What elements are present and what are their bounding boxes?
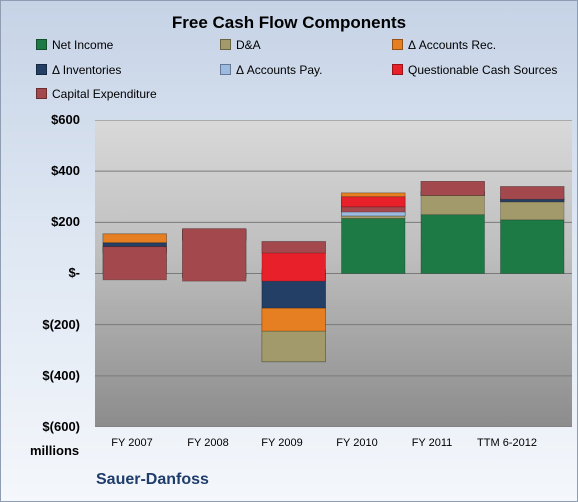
legend-item-accounts-pay: Δ Accounts Pay. — [220, 63, 323, 77]
bar-segment — [261, 307, 326, 332]
legend-swatch — [392, 39, 403, 50]
y-tick-label: $200 — [51, 214, 80, 229]
company-name: Sauer-Danfoss — [96, 471, 209, 488]
y-tick-label: $(400) — [42, 368, 80, 383]
legend-swatch — [220, 39, 231, 50]
bar-segment — [182, 228, 247, 282]
chart-title: Free Cash Flow Components — [171, 13, 407, 32]
y-tick-label: $400 — [51, 163, 80, 178]
legend-item-capex: Capital Expenditure — [36, 87, 157, 101]
legend-label: Δ Accounts Pay. — [236, 63, 323, 77]
legend-item-accounts-rec: Δ Accounts Rec. — [392, 38, 496, 52]
x-tick-label: FY 2009 — [261, 437, 303, 449]
bar-segment — [341, 196, 406, 208]
legend-item-inventories: Δ Inventories — [36, 63, 121, 77]
units-label: millions — [30, 443, 80, 458]
bar-segment — [341, 218, 406, 274]
x-tick-label: FY 2010 — [336, 437, 378, 449]
legend-label: Capital Expenditure — [52, 87, 157, 101]
legend-label: Δ Inventories — [52, 63, 122, 77]
legend-item-questionable: Questionable Cash Sources — [392, 63, 557, 77]
bar-segment — [500, 186, 565, 200]
legend-swatch — [36, 88, 47, 99]
legend-label: Questionable Cash Sources — [408, 63, 558, 77]
legend-label: Net Income — [52, 38, 114, 52]
bar-segment — [261, 241, 326, 254]
legend-swatch — [220, 64, 231, 75]
bar-segment — [261, 330, 326, 363]
bar-segment — [102, 233, 167, 244]
bar-segment — [500, 219, 565, 274]
x-tick-label: FY 2007 — [111, 437, 153, 449]
legend-item-net-income: Net Income — [36, 38, 113, 52]
legend-swatch — [36, 64, 47, 75]
y-tick-label: $(600) — [42, 419, 80, 434]
bar-segment — [420, 214, 485, 274]
x-tick-label: FY 2011 — [411, 437, 453, 449]
chart-svg — [95, 120, 572, 427]
bar-segment — [102, 246, 167, 281]
x-tick-label: FY 2008 — [187, 437, 229, 449]
legend-swatch — [36, 39, 47, 50]
bar-segment — [420, 181, 485, 196]
legend-label: Δ Accounts Rec. — [408, 38, 497, 52]
x-tick-label: TTM 6-2012 — [477, 437, 537, 449]
legend-label: D&A — [236, 38, 261, 52]
bar-segment — [341, 206, 406, 213]
y-tick-label: $600 — [51, 112, 80, 127]
y-tick-label: $(200) — [42, 317, 80, 332]
plot-area — [95, 120, 572, 427]
legend-item-da: D&A — [220, 38, 261, 52]
y-tick-label: $- — [68, 265, 80, 280]
legend-swatch — [392, 64, 403, 75]
